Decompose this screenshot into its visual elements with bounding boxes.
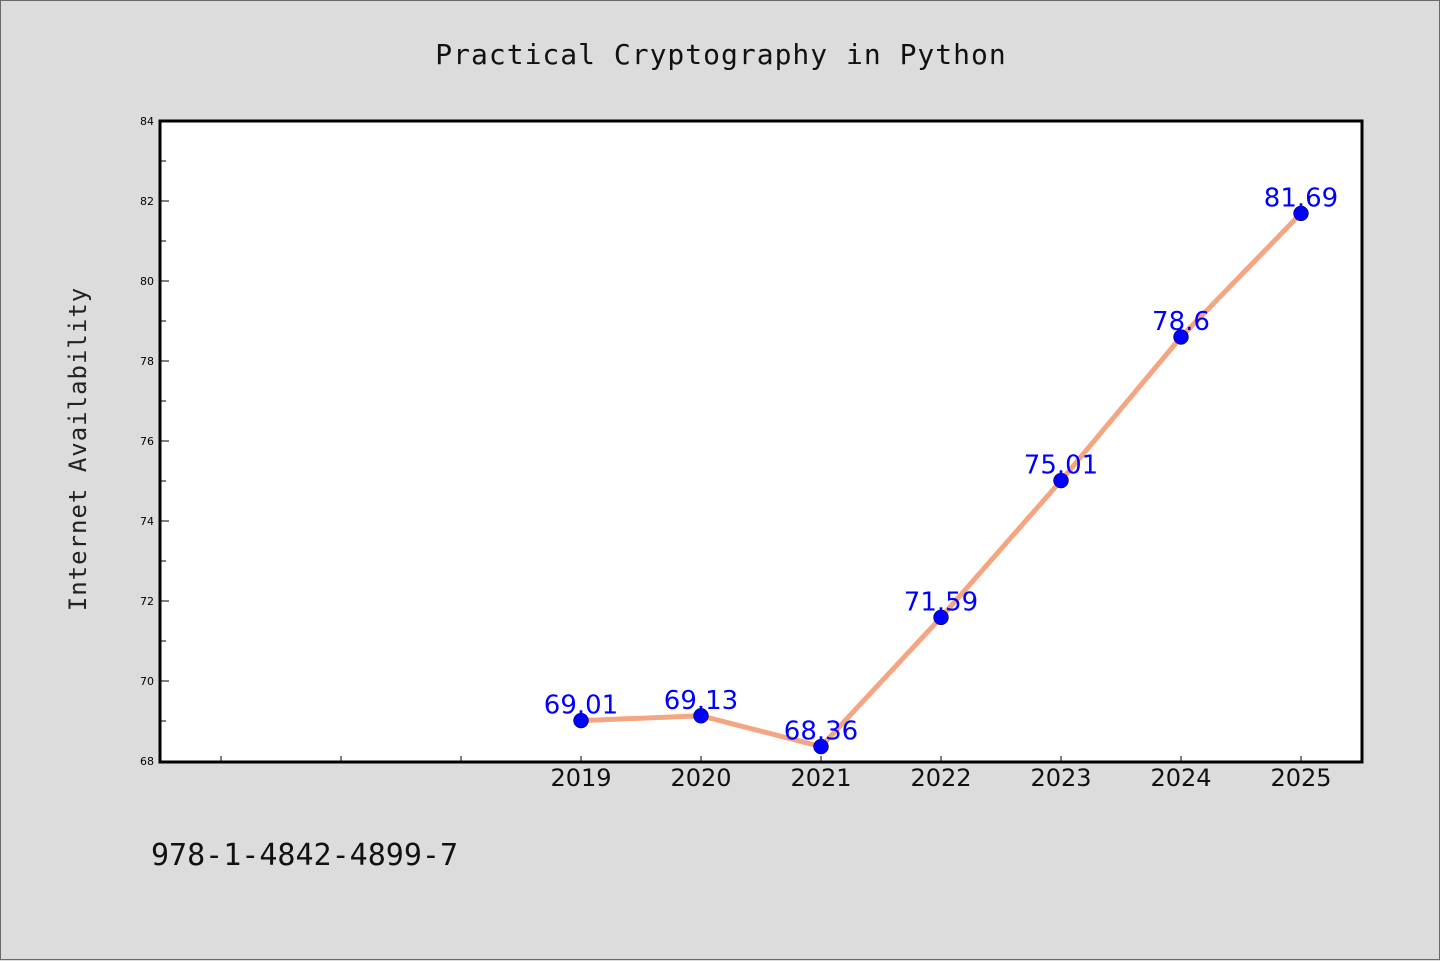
x-tick-label: 2025 xyxy=(1270,764,1331,792)
data-label: 81.69 xyxy=(1264,183,1338,213)
y-tick-label: 72 xyxy=(140,595,154,608)
data-point xyxy=(693,708,709,724)
data-point xyxy=(573,712,589,729)
data-label: 68.36 xyxy=(784,717,858,747)
data-points xyxy=(573,205,1309,755)
data-point xyxy=(813,738,829,755)
data-label: 75.01 xyxy=(1024,451,1098,481)
data-point xyxy=(1293,205,1309,222)
y-tick-label: 74 xyxy=(140,515,154,528)
y-tick-label: 82 xyxy=(140,195,154,208)
chart-title: Practical Cryptography in Python xyxy=(435,38,1006,71)
y-axis-label: Internet Availability xyxy=(64,287,92,611)
x-tick-label: 2023 xyxy=(1030,764,1091,792)
x-tick-label: 2022 xyxy=(910,764,971,792)
data-label: 78.6 xyxy=(1152,307,1210,337)
x-tick-label: 2019 xyxy=(550,764,611,792)
footer-isbn: 978-1-4842-4899-7 xyxy=(151,838,458,873)
data-point xyxy=(933,609,949,626)
x-tick-label: 2020 xyxy=(670,764,731,792)
y-tick-label: 70 xyxy=(140,675,154,688)
y-tick-label: 80 xyxy=(140,275,154,288)
data-point xyxy=(1053,472,1069,489)
y-tick-label: 84 xyxy=(140,115,154,128)
data-point xyxy=(1173,329,1189,345)
y-tick-label: 78 xyxy=(140,355,154,368)
x-tick-label: 2024 xyxy=(1150,764,1211,792)
y-axis: 68 70 72 74 76 78 80 82 84 xyxy=(140,115,169,768)
data-label: 69.01 xyxy=(544,691,618,721)
data-labels: 69.01 69.13 68.36 71.59 75.01 78.6 81.69 xyxy=(544,183,1338,746)
x-tick-label: 2021 xyxy=(790,764,851,792)
plot-area xyxy=(158,119,1364,764)
y-tick-label: 68 xyxy=(140,755,154,768)
y-tick-label: 76 xyxy=(140,435,154,448)
data-label: 71.59 xyxy=(904,587,978,617)
data-label: 69.13 xyxy=(664,686,738,716)
x-axis: 2019 2020 2021 2022 2023 2024 2025 xyxy=(220,756,1332,792)
